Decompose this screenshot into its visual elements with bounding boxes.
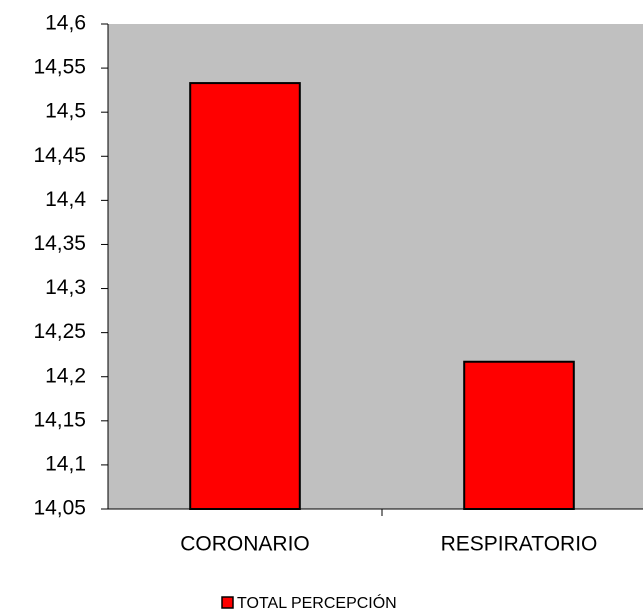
y-tick-label: 14,6 — [45, 12, 86, 35]
y-tick-label: 14,15 — [33, 408, 86, 431]
y-tick-label: 14,45 — [33, 144, 86, 167]
y-tick-label: 14,5 — [45, 100, 86, 123]
y-tick-label: 14,35 — [33, 232, 86, 255]
y-tick-label: 14,25 — [33, 320, 86, 343]
y-tick-label: 14,3 — [45, 276, 86, 299]
legend-swatch — [221, 596, 234, 609]
y-tick-label: 14,05 — [33, 497, 86, 520]
y-tick-label: 14,4 — [45, 188, 86, 211]
y-tick-label: 14,55 — [33, 56, 86, 79]
x-tick-label: RESPIRATORIO — [441, 533, 598, 556]
x-tick-label: CORONARIO — [180, 533, 310, 556]
y-tick-label: 14,1 — [45, 452, 86, 475]
bar — [189, 82, 301, 510]
legend-label: TOTAL PERCEPCIÓN — [237, 593, 397, 612]
bar — [463, 360, 575, 510]
y-tick-label: 14,2 — [45, 364, 86, 387]
